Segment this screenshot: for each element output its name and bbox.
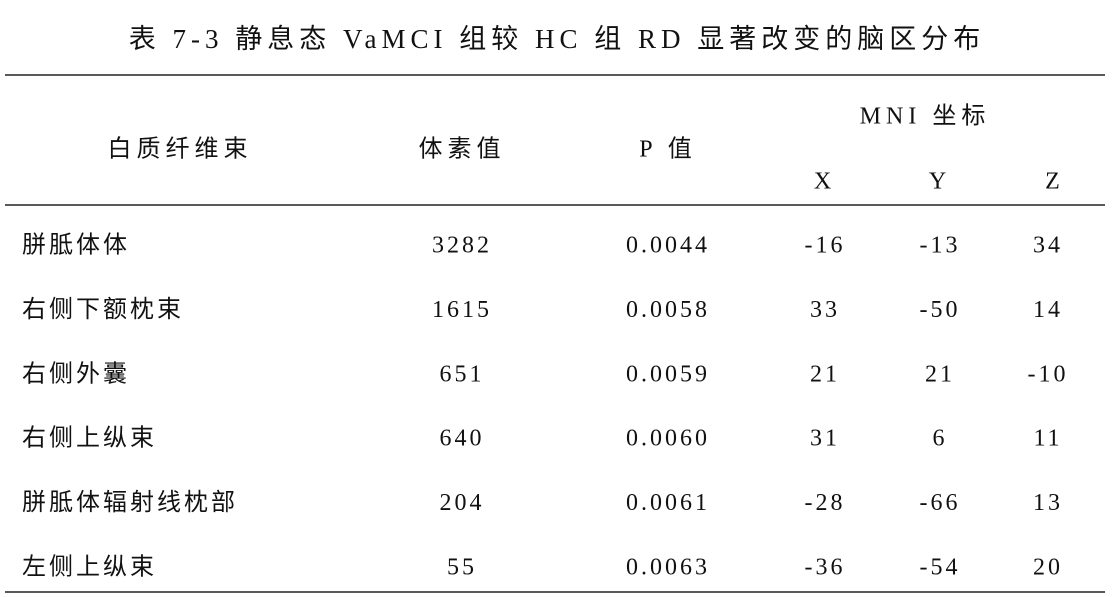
table-cell: -13 [920,233,961,259]
table-cell: 55 [447,555,477,581]
table-cell: 0.0060 [626,426,710,452]
table-cell: 21 [925,361,955,387]
row-label: 右侧下额枕束 [22,296,184,323]
table-cell: 0.0058 [626,297,710,323]
row-label: 胼胝体辐射线枕部 [22,489,238,516]
table-title: 表 7-3 静息态 VaMCI 组较 HC 组 RD 显著改变的脑区分布 [129,24,986,54]
table-cell: 1615 [432,297,492,323]
column-header: 白质纤维束 [108,136,253,163]
table-cell: 31 [810,426,840,452]
table-cell: -50 [920,297,961,323]
row-label: 左侧上纵束 [22,554,157,581]
group-header: MNI 坐标 [860,103,991,130]
table-cell: 14 [1033,297,1063,323]
table-cell: -28 [805,490,846,516]
table-cell: 21 [810,361,840,387]
table-cell: 0.0044 [626,233,710,259]
table-cell: -36 [805,555,846,581]
sub-header: X [814,169,836,195]
sub-header: Y [929,169,951,195]
table-cell: 3282 [432,233,492,259]
table-cell: 13 [1033,490,1063,516]
table-cell: 204 [440,490,485,516]
table-cell: -10 [1028,361,1069,387]
table-cell: 0.0063 [626,555,710,581]
row-label: 右侧上纵束 [22,425,157,452]
table-cell: 6 [933,426,948,452]
column-header: 体素值 [419,136,506,163]
table-cell: 651 [440,361,485,387]
column-header: P 值 [639,136,696,163]
table-cell: -66 [920,490,961,516]
table-cell: 34 [1033,233,1063,259]
table-cell: 640 [440,426,485,452]
row-label: 右侧外囊 [22,360,130,387]
table-cell: -16 [805,233,846,259]
table-cell: 0.0059 [626,361,710,387]
table-cell: 11 [1033,426,1062,452]
table-cell: 20 [1033,555,1063,581]
table-cell: 33 [810,297,840,323]
sub-header: Z [1045,169,1065,195]
row-label: 胼胝体体 [22,232,130,259]
table-cell: -54 [920,555,961,581]
table-cell: 0.0061 [626,490,710,516]
